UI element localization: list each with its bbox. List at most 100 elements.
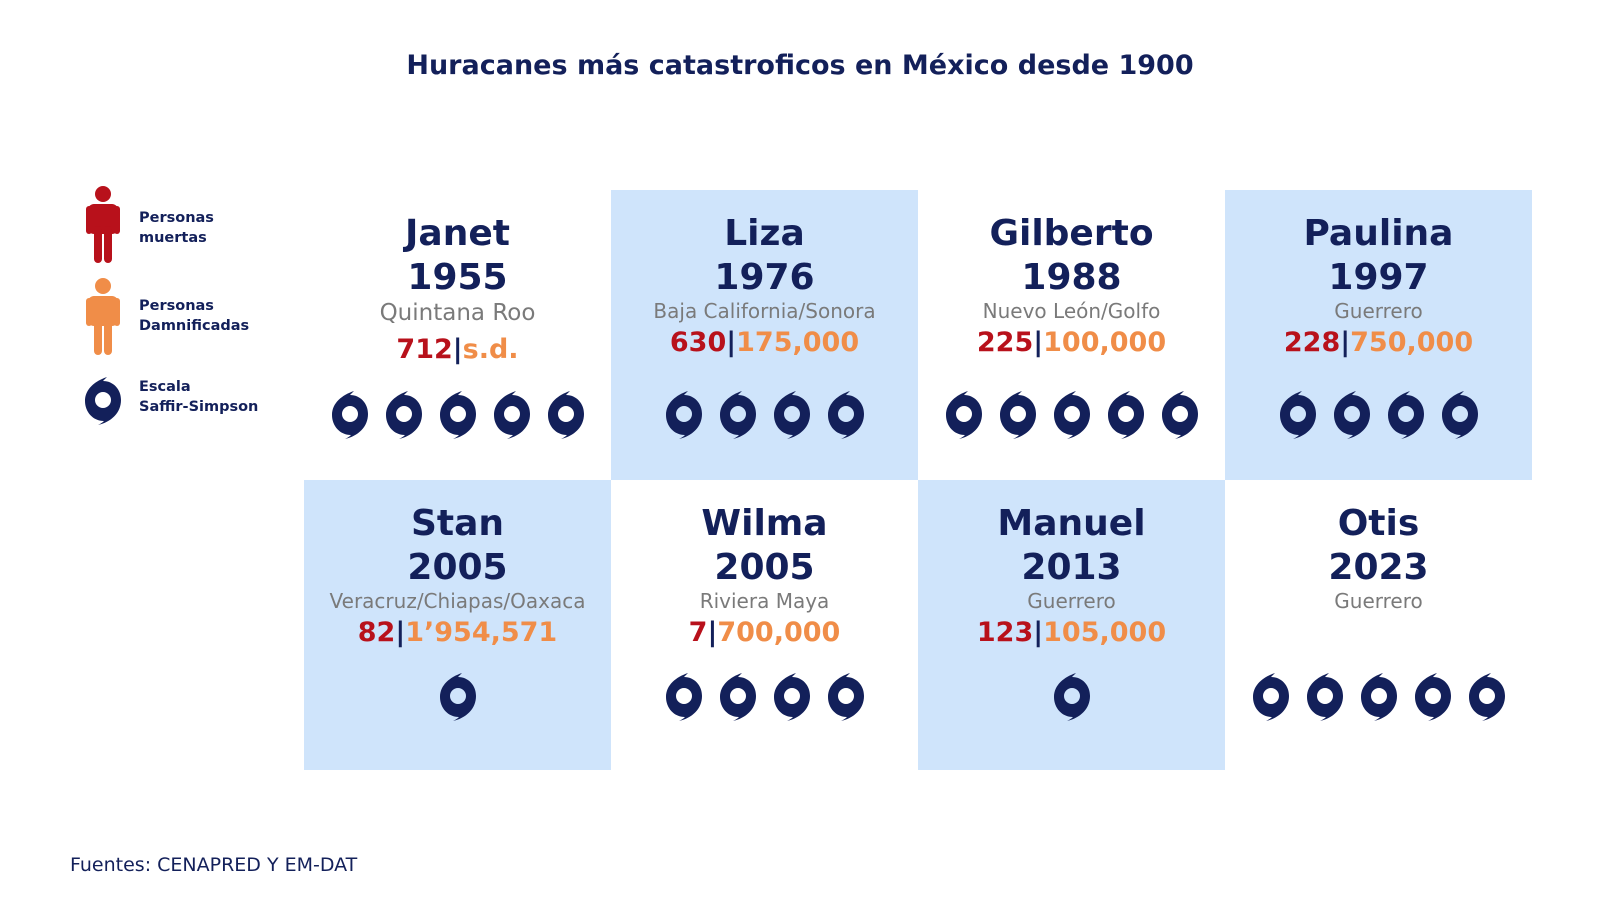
hurricane-icon <box>439 391 476 439</box>
hurricane-stats: 228|750,000 <box>1225 326 1532 360</box>
hurricane-icon <box>999 391 1036 439</box>
hurricane-stats: 82|1’954,571 <box>304 616 611 650</box>
category-icons <box>611 386 918 442</box>
hurricane-icon <box>827 391 864 439</box>
hurricane-place: Guerrero <box>1027 589 1116 613</box>
hurricane-icon <box>665 391 702 439</box>
hurricane-year: 2023 <box>1328 547 1429 588</box>
hurricane-icon <box>719 391 756 439</box>
hurricane-place: Guerrero <box>1334 589 1423 613</box>
hurricane-icon <box>547 391 584 439</box>
hurricane-name: Paulina <box>1303 213 1454 254</box>
hurricane-year: 1955 <box>407 257 508 298</box>
hurricane-card: Paulina 1997 Guerrero 228|750,000 <box>1225 190 1532 480</box>
hurricane-name: Manuel <box>997 503 1146 544</box>
hurricane-icon <box>1252 673 1289 721</box>
stats-separator: | <box>452 334 463 365</box>
hurricane-icon <box>1387 391 1424 439</box>
deaths-value: 630 <box>669 327 727 358</box>
hurricane-icon <box>1053 391 1090 439</box>
hurricane-card: Gilberto 1988 Nuevo León/Golfo 225|100,0… <box>918 190 1225 480</box>
hurricane-year: 2005 <box>714 547 815 588</box>
hurricane-name: Liza <box>724 213 805 254</box>
affected-value: 700,000 <box>717 617 841 648</box>
hurricane-year: 1988 <box>1021 257 1122 298</box>
hurricane-icon <box>1279 391 1316 439</box>
hurricane-icon <box>1306 673 1343 721</box>
hurricane-card: Janet 1955 Quintana Roo 712|s.d. <box>304 190 611 480</box>
hurricane-place: Quintana Roo <box>379 300 536 326</box>
hurricane-icon <box>773 391 810 439</box>
hurricane-icon <box>1441 391 1478 439</box>
hurricane-name: Wilma <box>701 503 828 544</box>
hurricane-name: Janet <box>405 213 510 254</box>
hurricane-icon <box>385 391 422 439</box>
hurricane-icon <box>439 673 476 721</box>
hurricane-icon <box>1161 391 1198 439</box>
deaths-value: 82 <box>357 617 396 648</box>
hurricane-card: Wilma 2005 Riviera Maya 7|700,000 <box>611 480 918 770</box>
affected-value: 1’954,571 <box>405 617 558 648</box>
stats-separator: | <box>1033 617 1044 648</box>
category-icons <box>304 386 611 442</box>
legend-affected-label: Personas Damnificadas <box>139 298 250 334</box>
hurricane-place: Riviera Maya <box>699 589 830 613</box>
affected-value: 105,000 <box>1043 617 1167 648</box>
category-icons <box>918 386 1225 442</box>
hurricane-name: Gilberto <box>989 213 1154 254</box>
hurricane-place: Baja California/Sonora <box>653 299 876 323</box>
hurricane-icon <box>1333 391 1370 439</box>
hurricane-icon <box>827 673 864 721</box>
hurricane-icon <box>1414 673 1451 721</box>
stats-separator: | <box>1033 327 1044 358</box>
hurricane-stats: 225|100,000 <box>918 326 1225 360</box>
hurricane-stats: 712|s.d. <box>304 333 611 367</box>
hurricane-icon <box>85 377 121 425</box>
hurricane-name: Otis <box>1337 503 1420 544</box>
hurricane-card: Stan 2005 Veracruz/Chiapas/Oaxaca 82|1’9… <box>304 480 611 770</box>
person-red-icon <box>86 186 120 263</box>
affected-value: 750,000 <box>1350 327 1474 358</box>
hurricane-icon <box>1107 391 1144 439</box>
deaths-value: 712 <box>396 334 453 365</box>
deaths-value: 7 <box>688 617 708 648</box>
hurricane-grid: Janet 1955 Quintana Roo 712|s.d. Liza 19… <box>304 190 1532 770</box>
hurricane-year: 1976 <box>714 257 815 298</box>
hurricane-year: 1997 <box>1328 257 1429 298</box>
source-note: Fuentes: CENAPRED Y EM-DAT <box>70 854 358 876</box>
hurricane-stats: 630|175,000 <box>611 326 918 360</box>
category-icons <box>1225 386 1532 442</box>
page-title: Huracanes más catastroficos en México de… <box>406 50 1194 81</box>
hurricane-stats: 123|105,000 <box>918 616 1225 650</box>
hurricane-stats: 7|700,000 <box>611 616 918 650</box>
hurricane-icon <box>1053 673 1090 721</box>
category-icons <box>1225 668 1532 724</box>
hurricane-place: Veracruz/Chiapas/Oaxaca <box>329 589 586 613</box>
stats-separator: | <box>395 617 406 648</box>
hurricane-card: Manuel 2013 Guerrero 123|105,000 <box>918 480 1225 770</box>
hurricane-card: Otis 2023 Guerrero <box>1225 480 1532 770</box>
hurricane-icon <box>493 391 530 439</box>
category-icons <box>611 668 918 724</box>
legend-deaths-label: Personas muertas <box>139 210 214 246</box>
affected-value: 175,000 <box>736 327 860 358</box>
hurricane-icon <box>945 391 982 439</box>
hurricane-icon <box>665 673 702 721</box>
stats-separator: | <box>707 617 718 648</box>
hurricane-icon <box>773 673 810 721</box>
hurricane-icon <box>719 673 756 721</box>
hurricane-year: 2005 <box>407 547 508 588</box>
hurricane-name: Stan <box>410 503 505 544</box>
legend-scale-label: Escala Saffir-Simpson <box>139 379 259 415</box>
hurricane-card: Liza 1976 Baja California/Sonora 630|175… <box>611 190 918 480</box>
deaths-value: 225 <box>976 327 1034 358</box>
hurricane-icon <box>1468 673 1505 721</box>
stats-separator: | <box>726 327 737 358</box>
hurricane-year: 2013 <box>1021 547 1122 588</box>
affected-value: s.d. <box>462 334 519 365</box>
deaths-value: 228 <box>1283 327 1341 358</box>
category-icons <box>304 668 611 724</box>
person-orange-icon <box>86 278 120 355</box>
hurricane-icon <box>1360 673 1397 721</box>
hurricane-place: Guerrero <box>1334 299 1423 323</box>
